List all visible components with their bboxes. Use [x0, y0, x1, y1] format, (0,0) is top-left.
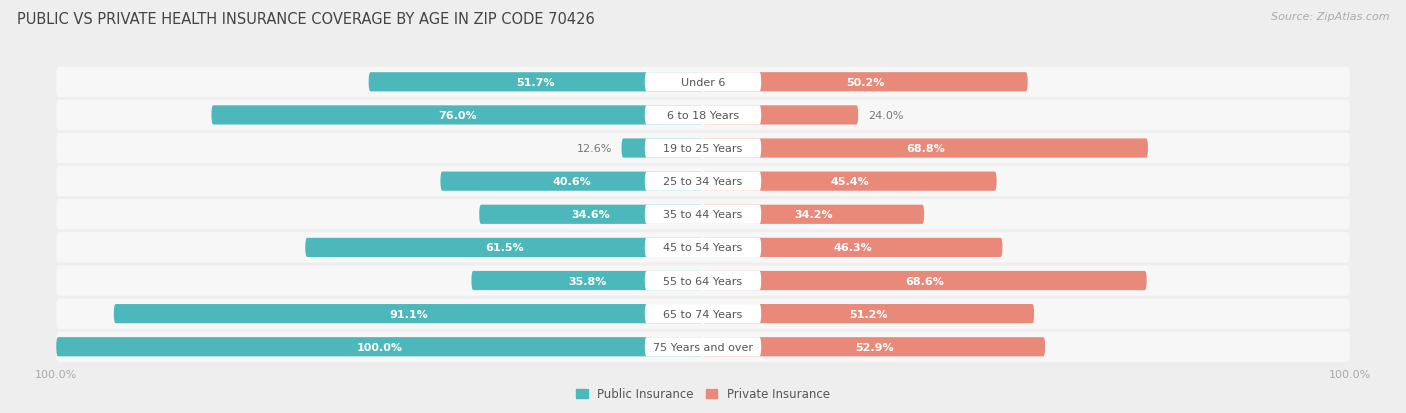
FancyBboxPatch shape [645, 238, 761, 257]
Text: 45.4%: 45.4% [831, 177, 869, 187]
Text: 75 Years and over: 75 Years and over [652, 342, 754, 352]
Text: PUBLIC VS PRIVATE HEALTH INSURANCE COVERAGE BY AGE IN ZIP CODE 70426: PUBLIC VS PRIVATE HEALTH INSURANCE COVER… [17, 12, 595, 27]
Text: 68.6%: 68.6% [905, 276, 945, 286]
FancyBboxPatch shape [703, 106, 858, 125]
Text: 35.8%: 35.8% [568, 276, 606, 286]
FancyBboxPatch shape [56, 199, 1350, 230]
Text: 19 to 25 Years: 19 to 25 Years [664, 144, 742, 154]
FancyBboxPatch shape [645, 106, 761, 125]
Text: 34.6%: 34.6% [572, 210, 610, 220]
FancyBboxPatch shape [621, 139, 703, 158]
FancyBboxPatch shape [56, 266, 1350, 296]
FancyBboxPatch shape [645, 304, 761, 323]
FancyBboxPatch shape [703, 238, 1002, 257]
FancyBboxPatch shape [645, 271, 761, 290]
FancyBboxPatch shape [56, 233, 1350, 263]
Text: 6 to 18 Years: 6 to 18 Years [666, 111, 740, 121]
Text: 51.2%: 51.2% [849, 309, 887, 319]
Text: 52.9%: 52.9% [855, 342, 893, 352]
FancyBboxPatch shape [56, 67, 1350, 98]
FancyBboxPatch shape [56, 337, 703, 356]
FancyBboxPatch shape [703, 271, 1147, 290]
FancyBboxPatch shape [645, 172, 761, 191]
FancyBboxPatch shape [703, 73, 1028, 92]
FancyBboxPatch shape [56, 299, 1350, 329]
FancyBboxPatch shape [368, 73, 703, 92]
Text: 25 to 34 Years: 25 to 34 Years [664, 177, 742, 187]
FancyBboxPatch shape [305, 238, 703, 257]
Text: 76.0%: 76.0% [437, 111, 477, 121]
FancyBboxPatch shape [703, 172, 997, 191]
Text: 12.6%: 12.6% [576, 144, 612, 154]
Text: Source: ZipAtlas.com: Source: ZipAtlas.com [1271, 12, 1389, 22]
FancyBboxPatch shape [479, 205, 703, 224]
Text: Under 6: Under 6 [681, 78, 725, 88]
FancyBboxPatch shape [645, 205, 761, 224]
FancyBboxPatch shape [56, 166, 1350, 197]
FancyBboxPatch shape [703, 337, 1045, 356]
FancyBboxPatch shape [56, 100, 1350, 131]
FancyBboxPatch shape [645, 139, 761, 158]
Text: 51.7%: 51.7% [516, 78, 555, 88]
Legend: Public Insurance, Private Insurance: Public Insurance, Private Insurance [571, 383, 835, 405]
Text: 65 to 74 Years: 65 to 74 Years [664, 309, 742, 319]
Text: 55 to 64 Years: 55 to 64 Years [664, 276, 742, 286]
FancyBboxPatch shape [56, 332, 1350, 362]
FancyBboxPatch shape [114, 304, 703, 323]
Text: 50.2%: 50.2% [846, 78, 884, 88]
FancyBboxPatch shape [56, 133, 1350, 164]
FancyBboxPatch shape [211, 106, 703, 125]
Text: 45 to 54 Years: 45 to 54 Years [664, 243, 742, 253]
FancyBboxPatch shape [703, 139, 1147, 158]
FancyBboxPatch shape [440, 172, 703, 191]
FancyBboxPatch shape [645, 337, 761, 356]
Text: 40.6%: 40.6% [553, 177, 591, 187]
FancyBboxPatch shape [471, 271, 703, 290]
FancyBboxPatch shape [703, 205, 924, 224]
Text: 24.0%: 24.0% [868, 111, 904, 121]
FancyBboxPatch shape [703, 304, 1035, 323]
Text: 68.8%: 68.8% [905, 144, 945, 154]
Text: 46.3%: 46.3% [834, 243, 872, 253]
Text: 61.5%: 61.5% [485, 243, 523, 253]
Text: 35 to 44 Years: 35 to 44 Years [664, 210, 742, 220]
Text: 100.0%: 100.0% [357, 342, 402, 352]
FancyBboxPatch shape [645, 73, 761, 92]
Text: 34.2%: 34.2% [794, 210, 832, 220]
Text: 91.1%: 91.1% [389, 309, 427, 319]
